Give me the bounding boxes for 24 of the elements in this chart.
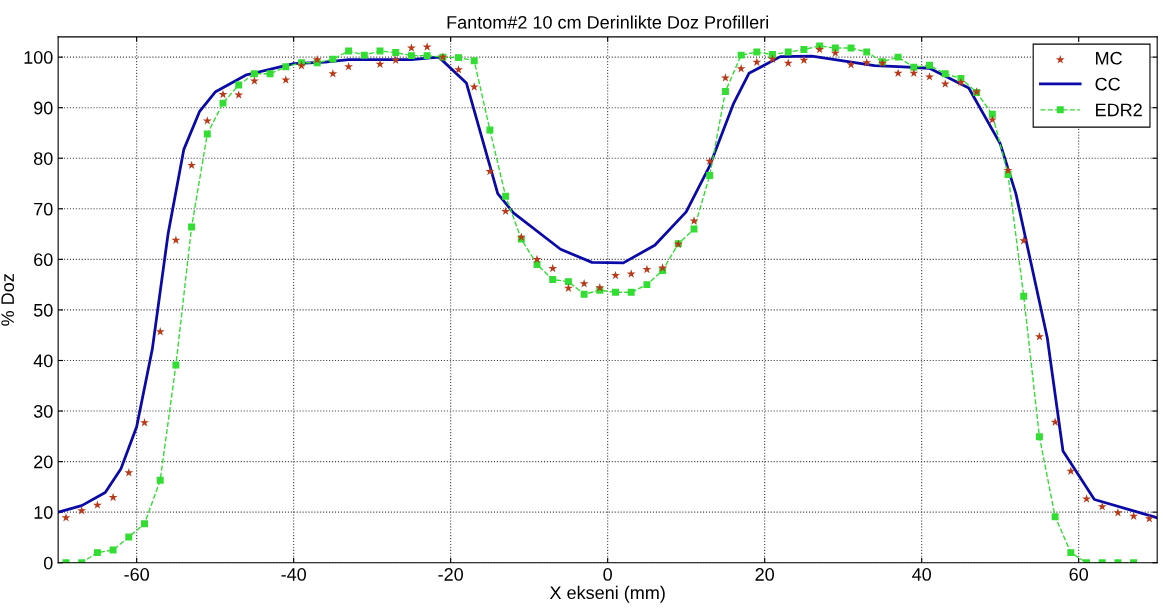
legend-label: MC: [1096, 51, 1122, 65]
x-tick-label: -20: [438, 568, 464, 581]
y-tick-label: 100: [24, 51, 53, 64]
y-tick-label: 70: [34, 202, 53, 216]
y-tick-label: 30: [33, 404, 53, 418]
x-tick-label: -60: [124, 568, 149, 581]
y-tick-label: 80: [33, 152, 53, 165]
legend-label: EDR2: [1096, 103, 1142, 117]
x-tick-label: -40: [281, 568, 306, 581]
chart-title: Fantom#2 10 cm Derinlikte Doz Profilleri: [447, 15, 769, 29]
y-tick-label: 10: [34, 506, 53, 519]
x-tick-label: 60: [1069, 568, 1089, 581]
x-tick-label: 0: [603, 568, 612, 581]
y-tick-label: 0: [43, 556, 53, 570]
y-tick-label: 40: [33, 354, 53, 368]
y-axis-title: % Doz: [1, 274, 15, 326]
x-tick-label: 40: [912, 568, 932, 581]
x-tick-label: 20: [755, 568, 775, 581]
y-tick-label: 60: [34, 253, 53, 267]
y-tick-label: 50: [33, 303, 53, 317]
x-axis-title: X ekseni (mm): [549, 585, 665, 603]
y-tick-label: 90: [34, 101, 53, 115]
y-tick-label: 20: [34, 455, 53, 469]
legend-label: CC: [1095, 77, 1120, 91]
